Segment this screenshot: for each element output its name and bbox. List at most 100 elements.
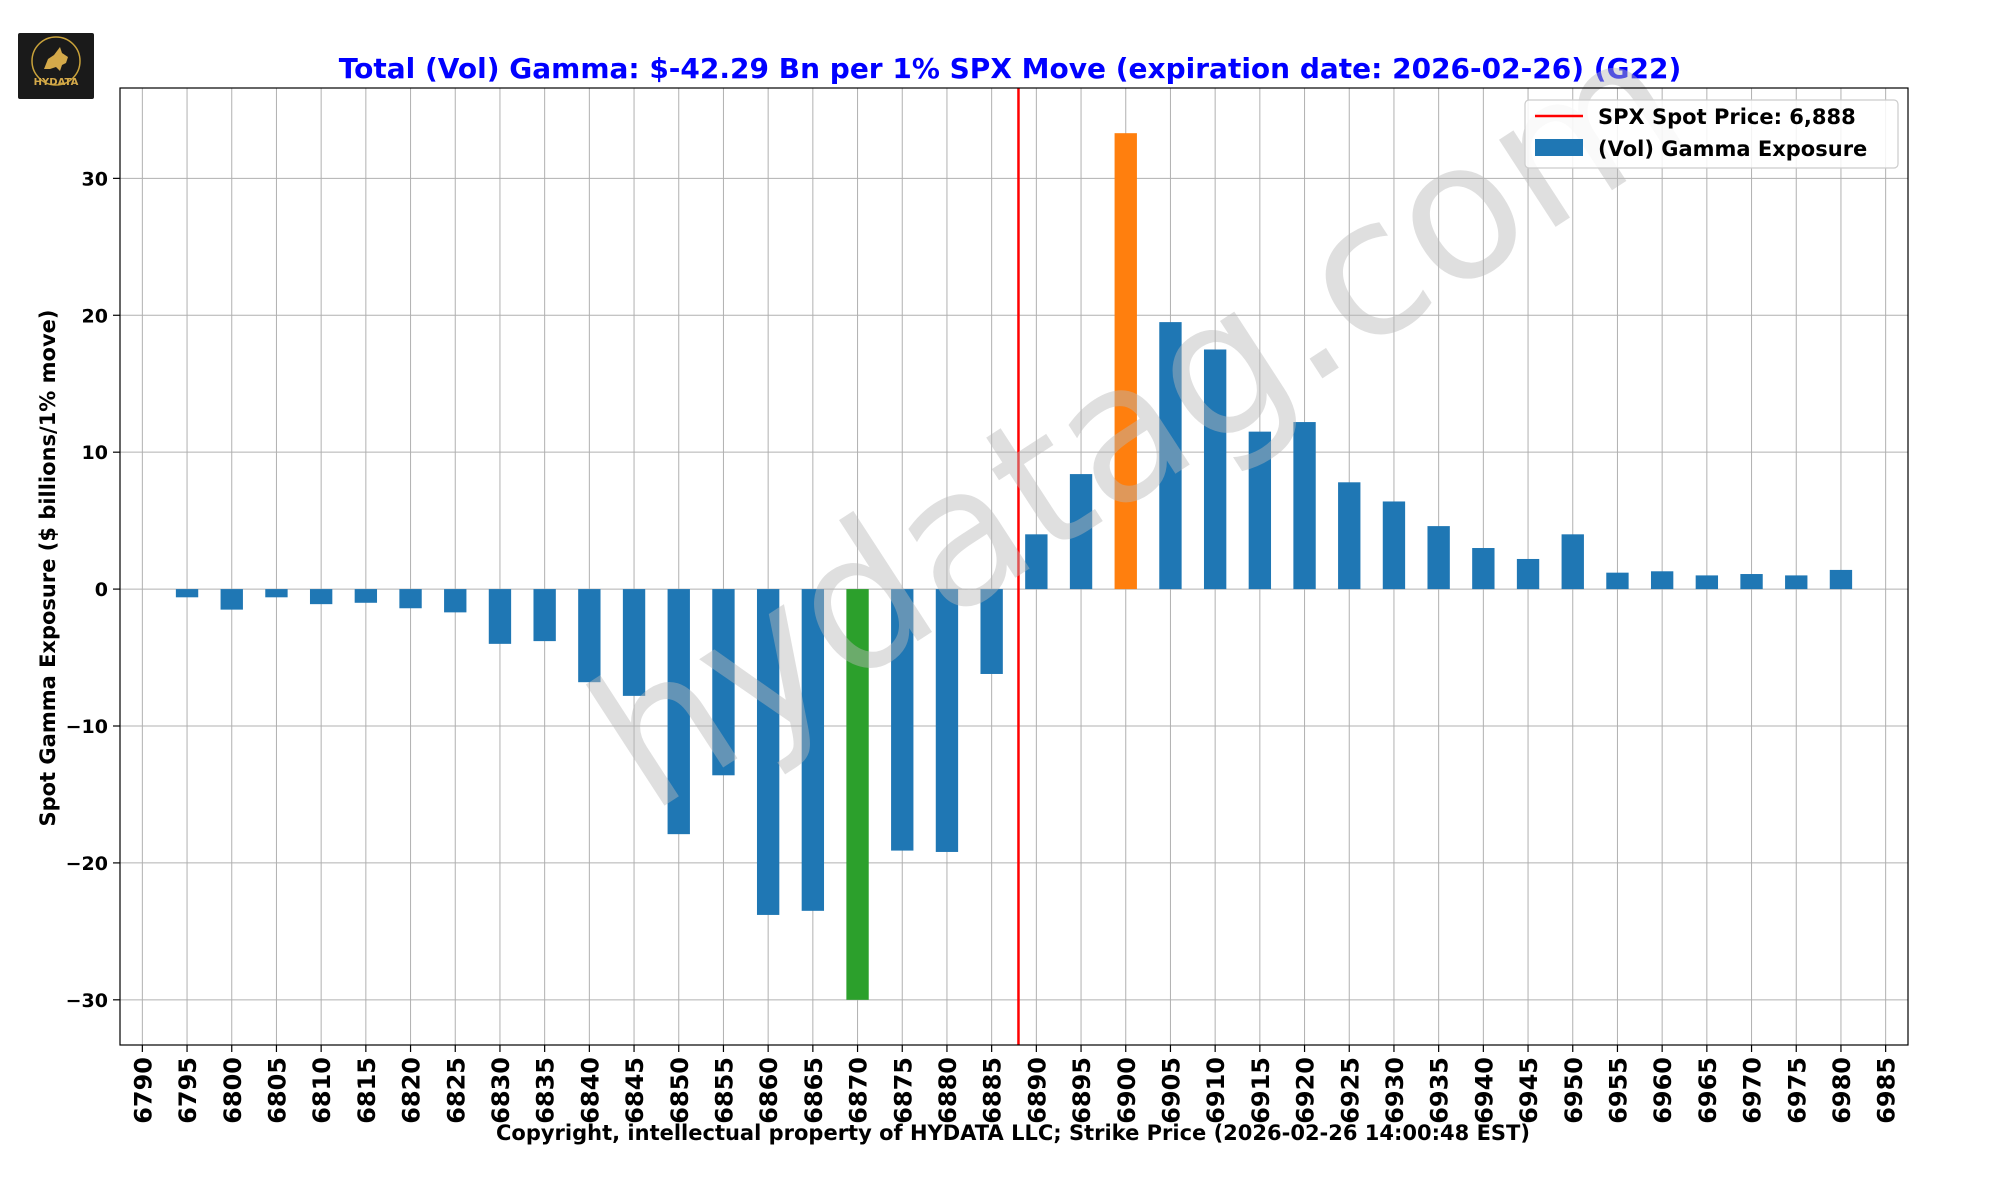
bar-6875 — [891, 589, 914, 851]
bar-6835 — [533, 589, 556, 642]
bar-6965 — [1695, 575, 1719, 590]
legend: SPX Spot Price: 6,888 (Vol) Gamma Exposu… — [1524, 99, 1899, 169]
bar-6815 — [354, 589, 378, 603]
legend-box — [1524, 99, 1899, 169]
bar-6795 — [175, 589, 199, 598]
x-tick-label: 6855 — [710, 1057, 738, 1124]
x-tick-label: 6970 — [1739, 1057, 1767, 1124]
y-tick-label: 20 — [82, 305, 108, 327]
bar-6895 — [1069, 474, 1093, 590]
x-axis-label: Copyright, intellectual property of HYDA… — [496, 1121, 1530, 1145]
x-tick-label: 6955 — [1604, 1057, 1632, 1124]
bar-6800 — [220, 589, 243, 610]
bar-6900 — [1114, 133, 1137, 590]
legend-gamma-label: (Vol) Gamma Exposure — [1598, 137, 1867, 161]
bar-6890 — [1025, 534, 1048, 590]
x-tick-label: 6850 — [666, 1057, 694, 1124]
bar-6870 — [846, 589, 869, 1000]
x-tick-label: 6810 — [308, 1057, 336, 1124]
y-axis-label: Spot Gamma Exposure ($ billions/1% move) — [36, 310, 60, 827]
logo-text: HYDATA — [34, 77, 79, 88]
bar-6880 — [935, 589, 959, 852]
bar-6845 — [622, 589, 646, 696]
x-tick-label: 6975 — [1783, 1057, 1811, 1124]
x-tick-label: 6915 — [1247, 1057, 1275, 1124]
x-tick-label: 6950 — [1560, 1057, 1588, 1124]
y-tick-label: −30 — [66, 990, 108, 1012]
bar-6975 — [1785, 575, 1808, 590]
bar-6830 — [488, 589, 512, 644]
bar-6925 — [1338, 482, 1361, 590]
bar-6935 — [1427, 526, 1450, 590]
x-tick-label: 6945 — [1515, 1057, 1543, 1124]
hydata-logo: HYDATA — [18, 33, 94, 99]
x-tick-label: 6820 — [398, 1057, 426, 1124]
x-axis-ticks: 6790 6795 6800 6805 6810 6815 6820 6825 6830 6835… — [129, 1045, 1901, 1124]
y-tick-label: 0 — [95, 579, 108, 601]
x-tick-label: 6825 — [442, 1057, 470, 1124]
x-tick-label: 6910 — [1202, 1057, 1230, 1124]
x-tick-label: 6885 — [979, 1057, 1007, 1124]
y-tick-label: −20 — [66, 853, 108, 875]
x-tick-label: 6840 — [576, 1057, 604, 1124]
x-tick-label: 6805 — [263, 1057, 291, 1124]
legend-gamma-swatch — [1535, 139, 1583, 156]
x-tick-label: 6985 — [1873, 1057, 1901, 1124]
x-tick-label: 6865 — [800, 1057, 828, 1124]
bar-6910 — [1203, 349, 1227, 590]
bar-6940 — [1472, 548, 1495, 590]
bar-6905 — [1159, 322, 1182, 590]
bar-6950 — [1561, 534, 1584, 590]
bar-6810 — [309, 589, 333, 605]
bar-6915 — [1248, 431, 1272, 590]
bar-6860 — [756, 589, 780, 915]
x-tick-label: 6815 — [353, 1057, 381, 1124]
bars — [175, 133, 1853, 1000]
x-tick-label: 6895 — [1068, 1057, 1096, 1124]
x-tick-label: 6940 — [1470, 1057, 1498, 1124]
x-tick-label: 6860 — [755, 1057, 783, 1124]
x-tick-label: 6870 — [845, 1057, 873, 1124]
x-tick-label: 6965 — [1694, 1057, 1722, 1124]
x-tick-label: 6830 — [487, 1057, 515, 1124]
bar-6980 — [1829, 569, 1853, 590]
x-tick-label: 6935 — [1426, 1057, 1454, 1124]
x-tick-label: 6930 — [1381, 1057, 1409, 1124]
x-tick-label: 6790 — [129, 1057, 157, 1124]
bar-6960 — [1650, 571, 1674, 590]
bar-6825 — [444, 589, 467, 613]
x-tick-label: 6875 — [889, 1057, 917, 1124]
bar-6805 — [265, 589, 288, 598]
x-tick-label: 6925 — [1336, 1057, 1364, 1124]
legend-spot-label: SPX Spot Price: 6,888 — [1598, 105, 1856, 129]
bar-6885 — [980, 589, 1003, 674]
y-tick-label: −10 — [66, 716, 108, 738]
bar-6955 — [1606, 572, 1629, 590]
y-tick-label: 10 — [82, 442, 108, 464]
plot-frame — [119, 87, 1909, 1046]
y-axis-ticks: 30 20 10 0 −10 −20 −30 — [66, 168, 120, 1012]
bar-6920 — [1293, 422, 1316, 590]
x-tick-label: 6880 — [934, 1057, 962, 1124]
grid-lines — [120, 88, 1908, 1045]
x-tick-label: 6920 — [1292, 1057, 1320, 1124]
x-tick-label: 6845 — [621, 1057, 649, 1124]
x-tick-label: 6960 — [1649, 1057, 1677, 1124]
x-tick-label: 6800 — [219, 1057, 247, 1124]
bar-6865 — [801, 589, 825, 911]
x-tick-label: 6835 — [532, 1057, 560, 1124]
x-tick-label: 6905 — [1157, 1057, 1185, 1124]
x-tick-label: 6795 — [174, 1057, 202, 1124]
bar-6945 — [1516, 558, 1540, 590]
y-tick-label: 30 — [82, 168, 108, 190]
bar-6970 — [1740, 574, 1763, 590]
bar-6840 — [578, 589, 601, 683]
x-tick-label: 6890 — [1023, 1057, 1051, 1124]
chart-title: Total (Vol) Gamma: $-42.29 Bn per 1% SPX… — [339, 52, 1682, 85]
bar-6930 — [1382, 501, 1406, 590]
bar-6850 — [667, 589, 690, 835]
bar-6855 — [712, 589, 735, 776]
x-tick-label: 6980 — [1828, 1057, 1856, 1124]
x-tick-label: 6900 — [1113, 1057, 1141, 1124]
